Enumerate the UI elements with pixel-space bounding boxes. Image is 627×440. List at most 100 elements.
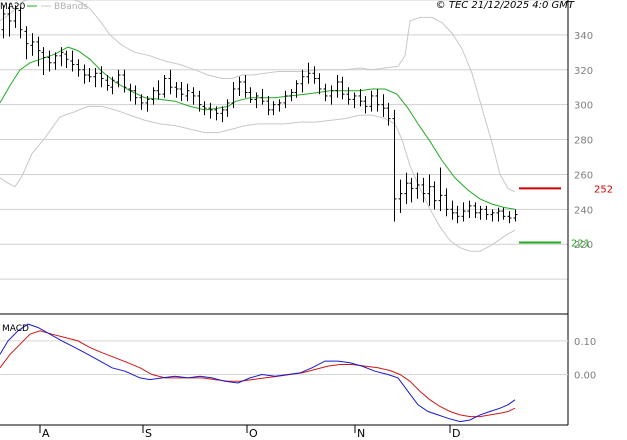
- ohlc-bar: [53, 52, 58, 70]
- ohlc-bar: [116, 69, 121, 88]
- ohlc-bar: [191, 87, 196, 105]
- ohlc-bar: [93, 68, 98, 88]
- month-label: O: [249, 427, 258, 440]
- ohlc-bar: [266, 95, 271, 116]
- ohlc-bar: [99, 66, 104, 88]
- ohlc-bar: [179, 81, 184, 102]
- price-tick-label: 260: [574, 170, 593, 181]
- ohlc-bar: [18, 6, 23, 39]
- ohlc-bar: [306, 62, 311, 84]
- ohlc-bar: [260, 88, 265, 105]
- ohlc-bar: [7, 3, 12, 37]
- ohlc-bar: [30, 33, 35, 56]
- ohlc-bar: [133, 85, 138, 105]
- ohlc-bar: [323, 83, 328, 102]
- ohlc-bar: [76, 59, 81, 77]
- support-level-label: 221: [571, 238, 590, 249]
- macd-lines: [0, 323, 516, 423]
- macd-tick-label: 0.10: [574, 337, 596, 348]
- macd-tick-label: 0.00: [574, 371, 596, 382]
- price-tick-label: 320: [574, 66, 593, 77]
- ohlc-bar: [70, 50, 75, 72]
- ohlc-bars: [1, 3, 518, 224]
- ohlc-bar: [294, 80, 299, 98]
- month-label: A: [42, 427, 50, 440]
- ohlc-bar: [467, 200, 472, 219]
- ohlc-bar: [225, 99, 230, 117]
- ohlc-bar: [243, 75, 248, 98]
- ohlc-bar: [197, 90, 202, 112]
- bbands-upper-line: [0, 0, 516, 193]
- ohlc-bar: [455, 205, 460, 224]
- ohlc-bar: [352, 92, 357, 109]
- macd-title: MACD: [2, 324, 29, 334]
- ohlc-bar: [375, 88, 380, 112]
- ohlc-bar: [128, 83, 133, 102]
- price-tick-label: 240: [574, 205, 593, 216]
- ohlc-bar: [1, 5, 6, 39]
- ohlc-bar: [386, 102, 391, 126]
- ohlc-bar: [478, 205, 483, 220]
- copyright-stamp: © TEC 21/12/2025 4:0 GMT: [436, 0, 575, 11]
- ohlc-bar: [47, 50, 52, 72]
- price-levels: 252 221: [519, 184, 613, 249]
- ohlc-bar: [254, 92, 259, 109]
- ohlc-bar: [36, 36, 41, 67]
- ohlc-bar: [237, 76, 242, 96]
- ohlc-bar: [283, 90, 288, 109]
- ohlc-bar: [174, 81, 179, 98]
- macd-line: [0, 323, 516, 423]
- ohlc-bar: [432, 181, 437, 210]
- ohlc-bar: [340, 76, 345, 100]
- ohlc-bar: [427, 174, 432, 206]
- ohlc-bar: [507, 211, 512, 224]
- ohlc-bar: [513, 209, 518, 222]
- ohlc-bar: [358, 88, 363, 107]
- ohlc-bar: [450, 200, 455, 220]
- price-axis-ticks: 220 240 260 280 300 320 340: [574, 31, 593, 251]
- bbands-lower-line: [0, 105, 516, 252]
- ohlc-bar: [271, 101, 276, 116]
- resistance-level-label: 252: [594, 184, 613, 195]
- ohlc-bar: [59, 47, 64, 67]
- ohlc-bar: [404, 172, 409, 205]
- legend-bbands-label: BBands: [54, 2, 88, 12]
- ohlc-bar: [145, 95, 150, 112]
- month-label: D: [452, 427, 460, 440]
- price-tick-label: 300: [574, 101, 593, 112]
- month-label: S: [145, 427, 152, 440]
- ohlc-bar: [312, 66, 317, 84]
- ohlc-bar: [41, 47, 46, 76]
- macd-axis-ticks: 0.00 0.10: [574, 337, 596, 382]
- ohlc-bar: [329, 85, 334, 105]
- ohlc-bar: [87, 68, 92, 82]
- ohlc-bar: [231, 81, 236, 109]
- ohlc-bar: [220, 106, 225, 123]
- ohlc-bar: [277, 99, 282, 112]
- ohlc-bar: [409, 177, 414, 203]
- ohlc-bar: [202, 101, 207, 116]
- price-tick-label: 280: [574, 136, 593, 147]
- ohlc-bar: [438, 167, 443, 212]
- ohlc-bar: [421, 177, 426, 203]
- legend-ma20-label: MA20: [0, 2, 26, 12]
- ohlc-bar: [139, 94, 144, 110]
- ohlc-bar: [168, 69, 173, 95]
- ohlc-bar: [398, 179, 403, 213]
- ohlc-bar: [122, 69, 127, 93]
- ohlc-bar: [444, 188, 449, 217]
- ohlc-bar: [369, 90, 374, 112]
- ohlc-bar: [415, 172, 420, 199]
- ohlc-bar: [289, 88, 294, 102]
- price-tick-label: 220: [574, 240, 593, 251]
- ohlc-bar: [381, 94, 386, 117]
- ohlc-bar: [461, 202, 466, 222]
- ohlc-bar: [496, 207, 501, 222]
- ohlc-bar: [363, 95, 368, 114]
- bollinger-bands: [0, 0, 516, 252]
- ohlc-bar: [501, 207, 506, 220]
- ohlc-bar: [346, 87, 351, 105]
